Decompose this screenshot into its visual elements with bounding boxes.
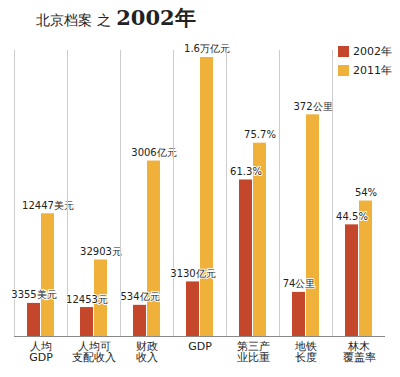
svg-text:林木覆盖率: 林木覆盖率	[343, 340, 376, 364]
svg-text:3355美元: 3355美元	[11, 289, 56, 300]
svg-text:44.5%: 44.5%	[336, 211, 368, 222]
svg-text:1.6万亿元: 1.6万亿元	[184, 43, 230, 54]
svg-text:第三产业比重: 第三产业比重	[237, 340, 270, 364]
svg-text:3130亿元: 3130亿元	[170, 268, 215, 279]
svg-text:32903元: 32903元	[80, 246, 122, 257]
svg-text:61.3%: 61.3%	[230, 166, 262, 177]
svg-text:54%: 54%	[355, 187, 377, 198]
svg-text:372公里: 372公里	[293, 101, 332, 112]
svg-text:GDP: GDP	[188, 340, 212, 353]
svg-text:人均可支配收入: 人均可支配收入	[72, 340, 116, 364]
svg-text:534亿元: 534亿元	[120, 291, 159, 302]
html-text:北京档案 之 2002年: 北京档案 之 2002年	[36, 5, 196, 30]
html-text:2002年: 2002年	[353, 45, 392, 58]
svg-text:财政收入: 财政收入	[136, 340, 158, 364]
svg-text:12447美元: 12447美元	[22, 200, 74, 211]
svg-text:人均GDP: 人均GDP	[29, 340, 53, 364]
svg-text:地铁长度: 地铁长度	[294, 340, 317, 364]
svg-text:3006亿元: 3006亿元	[131, 147, 176, 158]
html-text:2011年: 2011年	[353, 64, 392, 77]
svg-text:75.7%: 75.7%	[244, 129, 276, 140]
svg-text:74公里: 74公里	[283, 278, 316, 289]
svg-text:12453元: 12453元	[66, 294, 108, 305]
